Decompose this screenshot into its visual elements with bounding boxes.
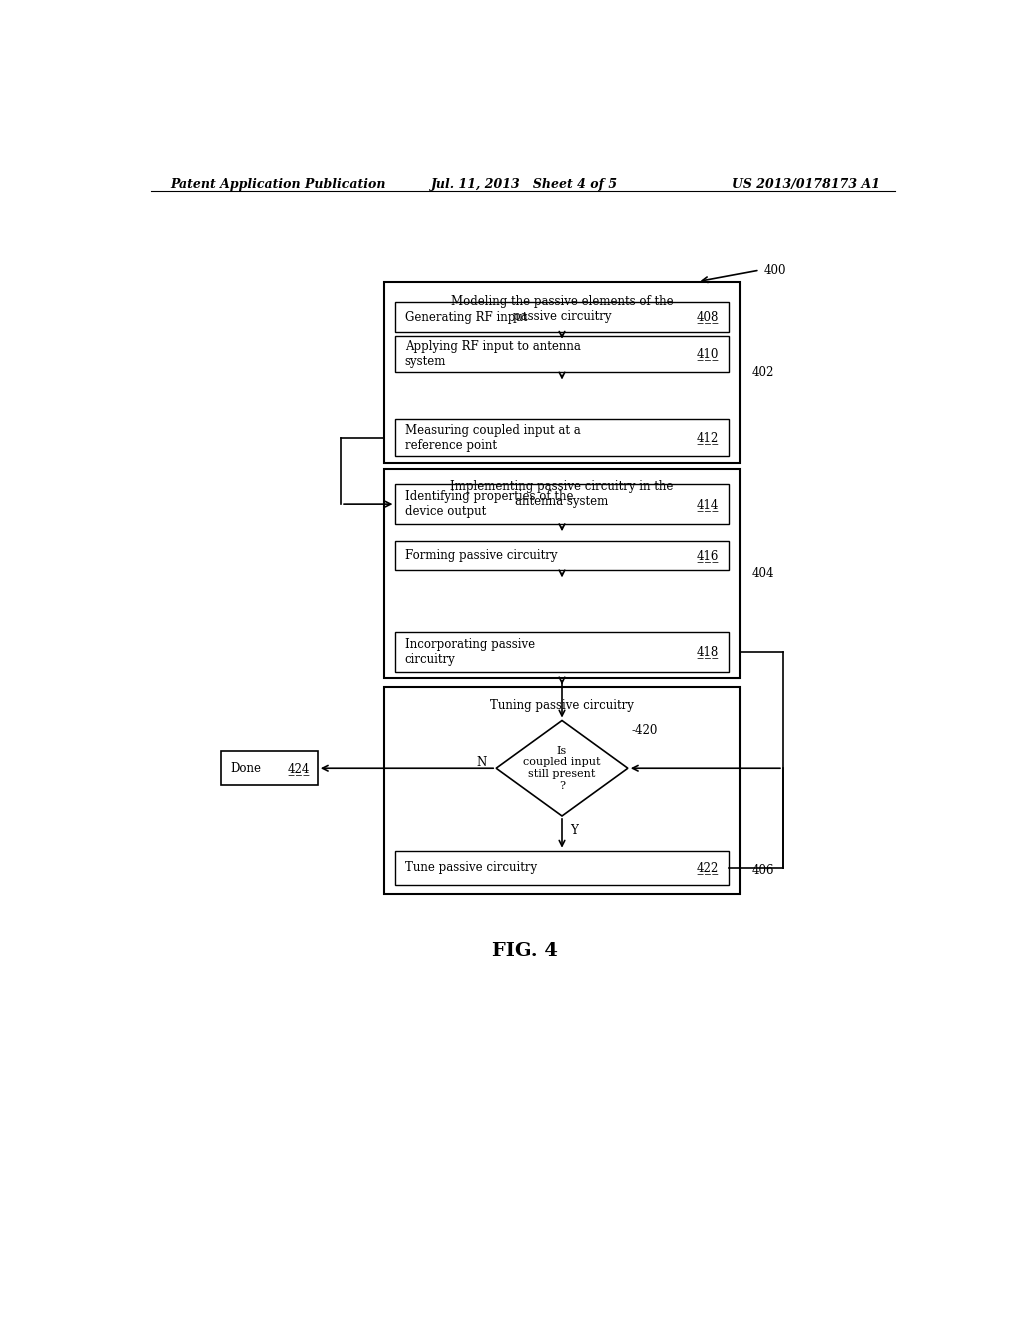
Text: -420: -420 [632,725,658,738]
Text: Forming passive circuitry: Forming passive circuitry [404,549,557,562]
Text: Patent Application Publication: Patent Application Publication [171,178,386,190]
Text: Tune passive circuitry: Tune passive circuitry [404,861,537,874]
Text: 4̲1̲8̲: 4̲1̲8̲ [697,645,719,659]
Text: 4̲1̲2̲: 4̲1̲2̲ [697,432,719,445]
Text: 400: 400 [764,264,786,277]
Text: Is
coupled input
still present
?: Is coupled input still present ? [523,746,601,791]
FancyBboxPatch shape [384,281,740,462]
FancyBboxPatch shape [221,751,317,785]
Text: 404: 404 [752,566,774,579]
Text: 4̲2̲2̲: 4̲2̲2̲ [697,861,719,874]
Polygon shape [496,721,628,816]
Text: Modeling the passive elements of the
passive circuitry: Modeling the passive elements of the pas… [451,296,674,323]
FancyBboxPatch shape [395,850,729,884]
Text: Jul. 11, 2013   Sheet 4 of 5: Jul. 11, 2013 Sheet 4 of 5 [431,178,618,190]
FancyBboxPatch shape [395,632,729,672]
FancyBboxPatch shape [384,688,740,894]
Text: Done: Done [230,762,261,775]
Text: Identifying properties of the
device output: Identifying properties of the device out… [404,490,573,519]
FancyBboxPatch shape [395,335,729,372]
Text: 406: 406 [752,865,774,878]
Text: FIG. 4: FIG. 4 [492,942,558,961]
Text: 4̲1̲6̲: 4̲1̲6̲ [697,549,719,562]
Text: Implementing passive circuitry in the
antenna system: Implementing passive circuitry in the an… [451,480,674,508]
Text: Applying RF input to antenna
system: Applying RF input to antenna system [404,341,581,368]
Text: Tuning passive circuitry: Tuning passive circuitry [490,700,634,711]
Text: 4̲0̲8̲: 4̲0̲8̲ [697,310,719,323]
FancyBboxPatch shape [395,484,729,524]
Text: 4̲1̲0̲: 4̲1̲0̲ [697,347,719,360]
Text: Generating RF input: Generating RF input [404,310,527,323]
FancyBboxPatch shape [395,420,729,457]
FancyBboxPatch shape [395,541,729,570]
Text: N: N [476,755,486,768]
FancyBboxPatch shape [395,302,729,331]
Text: 4̲1̲4̲: 4̲1̲4̲ [697,498,719,511]
Text: 4̲2̲4̲: 4̲2̲4̲ [288,762,310,775]
Text: Measuring coupled input at a
reference point: Measuring coupled input at a reference p… [404,424,581,451]
Text: US 2013/0178173 A1: US 2013/0178173 A1 [732,178,880,190]
Text: Incorporating passive
circuitry: Incorporating passive circuitry [404,638,535,667]
FancyBboxPatch shape [384,469,740,678]
Text: Y: Y [569,824,578,837]
Text: 402: 402 [752,366,774,379]
